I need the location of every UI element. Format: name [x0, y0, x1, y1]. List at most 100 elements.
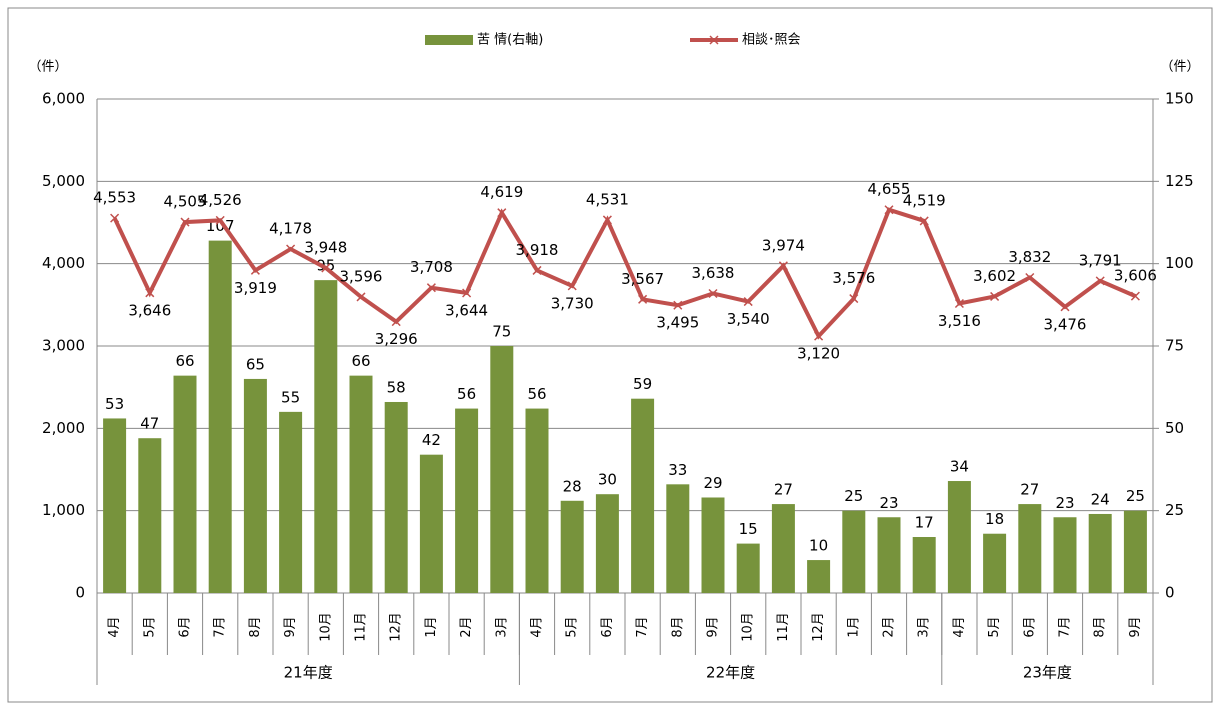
bar	[208, 240, 232, 593]
bar-value-label: 53	[105, 395, 124, 413]
bar	[279, 411, 303, 593]
x-tick-label: 8月	[1093, 616, 1108, 637]
bar-value-label: 34	[950, 458, 969, 476]
line-value-label: 3,516	[938, 312, 981, 330]
line-marker	[1025, 272, 1035, 283]
bar-value-label: 42	[422, 431, 441, 449]
bar-value-label: 47	[140, 415, 159, 433]
y-tick-label: 4,000	[42, 254, 85, 272]
line-value-label: 4,178	[269, 220, 312, 238]
bar	[455, 408, 479, 593]
y2-unit-label: （件）	[1160, 60, 1199, 75]
line-marker	[110, 213, 120, 223]
bar	[1123, 510, 1147, 593]
x-tick-label: 5月	[142, 616, 157, 637]
x-tick-label: 3月	[494, 616, 509, 637]
group-label: 22年度	[706, 664, 755, 682]
y2-tick-label: 125	[1165, 172, 1194, 190]
x-tick-label: 9月	[283, 616, 298, 637]
bar	[349, 375, 373, 593]
line-marker	[250, 265, 260, 275]
bar	[701, 497, 725, 593]
bar	[560, 500, 584, 593]
bar	[138, 438, 162, 593]
x-tick-label: 11月	[354, 612, 369, 642]
line-value-label: 3,918	[516, 241, 559, 259]
bar	[173, 375, 197, 593]
line-value-label: 4,655	[868, 180, 911, 198]
line-marker	[426, 283, 436, 293]
line-marker	[1130, 291, 1140, 301]
bar-value-label: 24	[1091, 490, 1110, 508]
x-tick-label: 4月	[530, 616, 545, 637]
bar-value-label: 23	[1055, 494, 1074, 512]
line-marker	[708, 288, 718, 299]
bar-value-label: 58	[387, 378, 406, 396]
x-tick-label: 8月	[248, 616, 263, 637]
y2-tick-label: 25	[1165, 501, 1184, 519]
x-tick-label: 6月	[1022, 616, 1037, 637]
x-tick-label: 1月	[846, 616, 861, 637]
line-value-label: 3,476	[1044, 315, 1087, 333]
line-marker	[602, 215, 612, 225]
line-marker	[814, 331, 824, 341]
bar-value-label: 25	[1126, 487, 1145, 505]
line-marker	[391, 317, 401, 327]
line-value-label: 4,553	[93, 189, 136, 207]
line-value-label: 3,606	[1114, 267, 1157, 285]
bar-value-label: 30	[598, 471, 617, 489]
y-tick-label: 5,000	[42, 172, 85, 190]
bar	[490, 346, 514, 593]
bar	[947, 481, 971, 593]
line-value-label: 3,540	[727, 310, 770, 328]
x-tick-label: 8月	[670, 616, 685, 637]
line-value-label: 3,919	[234, 279, 277, 297]
x-tick-label: 6月	[600, 616, 615, 637]
bar-value-label: 56	[457, 385, 476, 403]
x-tick-label: 9月	[1128, 616, 1143, 637]
line-value-label: 3,791	[1079, 251, 1122, 269]
x-tick-label: 12月	[389, 612, 404, 642]
legend-swatch	[425, 35, 473, 45]
line-value-label: 3,495	[656, 314, 699, 332]
y2-tick-label: 75	[1165, 337, 1184, 355]
line-marker	[145, 288, 155, 298]
bar	[842, 510, 866, 593]
y2-tick-label: 50	[1165, 419, 1184, 437]
bar	[1088, 513, 1112, 593]
x-tick-label: 10月	[741, 612, 756, 642]
bar-value-label: 59	[633, 375, 652, 393]
bar	[243, 378, 267, 593]
group-label: 23年度	[1023, 664, 1072, 682]
line-value-label: 3,948	[304, 238, 347, 256]
y-tick-label: 1,000	[42, 501, 85, 519]
y-tick-label: 6,000	[42, 90, 85, 108]
y-unit-label: （件）	[28, 60, 67, 75]
line-value-label: 3,596	[340, 267, 383, 285]
line-value-label: 3,602	[973, 267, 1016, 285]
bar	[912, 537, 936, 593]
x-tick-label: 3月	[917, 616, 932, 637]
bar-value-label: 25	[844, 487, 863, 505]
line-marker	[180, 217, 190, 227]
line-value-label: 4,531	[586, 190, 629, 208]
line-marker	[532, 265, 542, 275]
y2-tick-label: 100	[1165, 254, 1194, 272]
x-tick-label: 7月	[1058, 616, 1073, 637]
x-tick-label: 11月	[776, 612, 791, 642]
x-tick-label: 4月	[107, 616, 122, 637]
x-tick-label: 2月	[882, 616, 897, 637]
bar	[595, 494, 619, 593]
line-value-label: 3,576	[832, 269, 875, 287]
y-tick-label: 3,000	[42, 337, 85, 355]
line-value-label: 3,296	[375, 330, 418, 348]
bar	[771, 504, 795, 593]
line-marker	[673, 300, 683, 310]
bar	[103, 418, 127, 593]
x-tick-label: 10月	[318, 612, 333, 642]
bar-value-label: 66	[351, 352, 370, 370]
bar	[419, 454, 443, 593]
bar-value-label: 65	[246, 355, 265, 373]
line-marker	[849, 294, 859, 304]
